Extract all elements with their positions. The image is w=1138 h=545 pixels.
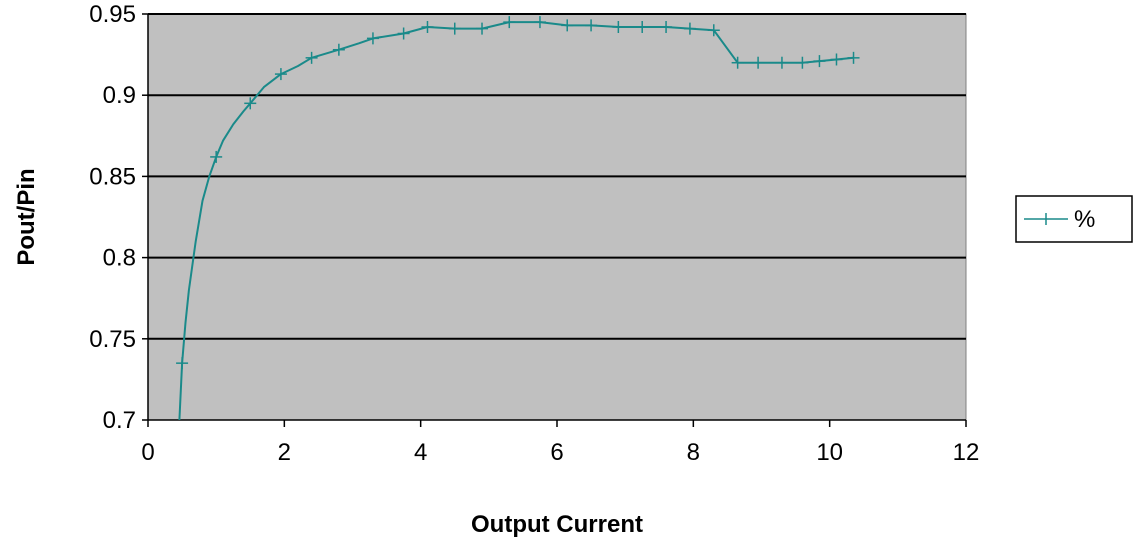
data-point-marker xyxy=(612,20,625,33)
data-point-marker xyxy=(796,56,809,69)
legend: % xyxy=(1015,195,1133,243)
data-point-marker xyxy=(176,357,189,370)
legend-series-label: % xyxy=(1074,206,1095,233)
x-tick-label: 6 xyxy=(550,439,563,466)
y-tick-label: 0.85 xyxy=(89,163,136,190)
x-tick-label: 0 xyxy=(141,439,154,466)
x-axis-title: Output Current xyxy=(471,511,643,538)
plot-area xyxy=(147,13,967,421)
data-point-marker xyxy=(561,19,574,32)
y-tick-label: 0.75 xyxy=(89,326,136,353)
series-layer xyxy=(176,16,860,421)
y-tick-labels: 0.7 0.75 0.8 0.85 0.9 0.95 xyxy=(89,1,136,434)
data-point-marker xyxy=(847,51,860,64)
x-tick-label: 2 xyxy=(278,439,291,466)
data-point-marker xyxy=(448,22,461,35)
y-tick-label: 0.9 xyxy=(103,82,136,109)
data-point-marker xyxy=(636,20,649,33)
data-point-marker xyxy=(731,56,744,69)
data-point-marker xyxy=(585,19,598,32)
x-tick-label: 4 xyxy=(414,439,427,466)
data-point-marker xyxy=(707,24,720,37)
x-tick-label: 10 xyxy=(816,439,843,466)
data-point-marker xyxy=(813,55,826,68)
data-point-marker xyxy=(421,20,434,33)
data-point-marker xyxy=(476,22,489,35)
data-point-marker xyxy=(830,53,843,66)
data-point-marker xyxy=(397,27,410,40)
data-point-marker xyxy=(660,20,673,33)
gridlines xyxy=(148,13,966,340)
x-tick-label: 8 xyxy=(687,439,700,466)
data-point-marker xyxy=(503,16,516,29)
data-point-marker xyxy=(775,56,788,69)
data-point-marker xyxy=(305,51,318,64)
data-point-marker xyxy=(752,56,765,69)
data-point-marker xyxy=(533,16,546,29)
data-point-marker xyxy=(366,32,379,45)
y-axis-title: Pout/Pin xyxy=(13,168,40,265)
data-point-marker xyxy=(210,150,223,163)
x-tick-label: 12 xyxy=(953,439,980,466)
x-tick-labels: 0 2 4 6 8 10 12 xyxy=(141,439,979,466)
axes xyxy=(142,13,967,427)
data-point-marker xyxy=(244,97,257,110)
y-tick-label: 0.7 xyxy=(103,407,136,434)
data-point-marker xyxy=(274,68,287,81)
y-tick-label: 0.8 xyxy=(103,245,136,272)
data-point-marker xyxy=(332,43,345,56)
data-point-marker xyxy=(683,22,696,35)
y-tick-label: 0.95 xyxy=(89,1,136,28)
